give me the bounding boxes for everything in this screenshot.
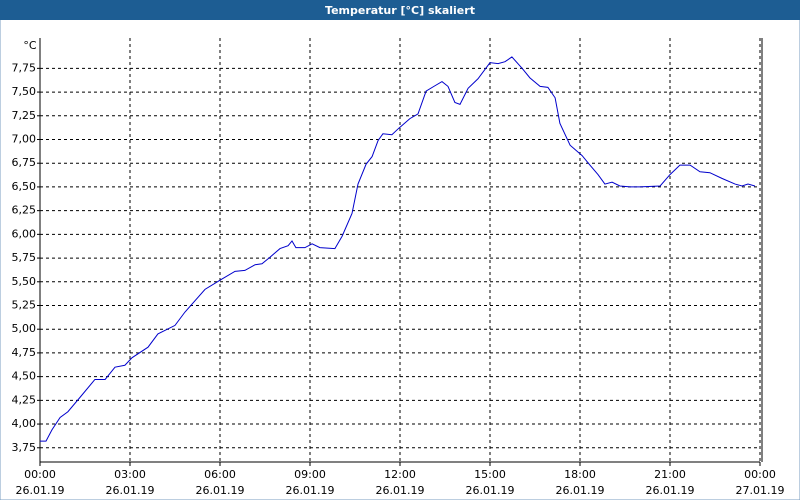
- x-tick-date: 26.01.19: [376, 484, 425, 497]
- x-tick-label: 12:00: [384, 468, 416, 481]
- y-tick-label: 4,75: [12, 346, 37, 359]
- y-tick-label: 6,50: [12, 180, 37, 193]
- y-tick-label: 7,00: [12, 132, 37, 145]
- chart-title: Temperatur [°C] skaliert: [325, 4, 475, 17]
- y-tick-label: 4,25: [12, 393, 37, 406]
- y-tick-label: 7,25: [12, 109, 37, 122]
- x-tick-label: 09:00: [294, 468, 326, 481]
- x-tick-date: 26.01.19: [466, 484, 515, 497]
- y-unit: °C: [23, 39, 37, 52]
- y-tick-label: 5,00: [12, 322, 37, 335]
- plot-background: [40, 38, 762, 462]
- y-tick-label: 5,75: [12, 251, 37, 264]
- x-tick-date: 26.01.19: [196, 484, 245, 497]
- x-tick-label: 15:00: [474, 468, 506, 481]
- x-tick-date: 27.01.19: [736, 484, 785, 497]
- x-tick-label: 00:00: [744, 468, 776, 481]
- y-tick-label: 4,00: [12, 417, 37, 430]
- y-tick-label: 6,00: [12, 227, 37, 240]
- y-tick-label: 6,75: [12, 156, 37, 169]
- y-tick-label: 4,50: [12, 370, 37, 383]
- y-tick-label: 7,50: [12, 85, 37, 98]
- x-tick-label: 00:00: [24, 468, 56, 481]
- y-tick-label: 5,25: [12, 298, 37, 311]
- x-tick-label: 21:00: [654, 468, 686, 481]
- x-tick-label: 03:00: [114, 468, 146, 481]
- x-tick-date: 26.01.19: [646, 484, 695, 497]
- title-bar: [0, 0, 800, 20]
- y-tick-label: 7,75: [12, 61, 37, 74]
- y-tick-label: 3,75: [12, 441, 37, 454]
- x-tick-label: 18:00: [564, 468, 596, 481]
- x-tick-date: 26.01.19: [556, 484, 605, 497]
- x-tick-label: 06:00: [204, 468, 236, 481]
- x-tick-date: 26.01.19: [16, 484, 65, 497]
- x-tick-date: 26.01.19: [286, 484, 335, 497]
- x-tick-date: 26.01.19: [106, 484, 155, 497]
- y-tick-label: 6,25: [12, 204, 37, 217]
- plot-area: 3,75 4,00 4,25 4,50 4,75 5,00 5,25 5,50 5,75 6,00…: [12, 38, 785, 497]
- y-tick-label: 5,50: [12, 275, 37, 288]
- data-line: [40, 56, 756, 442]
